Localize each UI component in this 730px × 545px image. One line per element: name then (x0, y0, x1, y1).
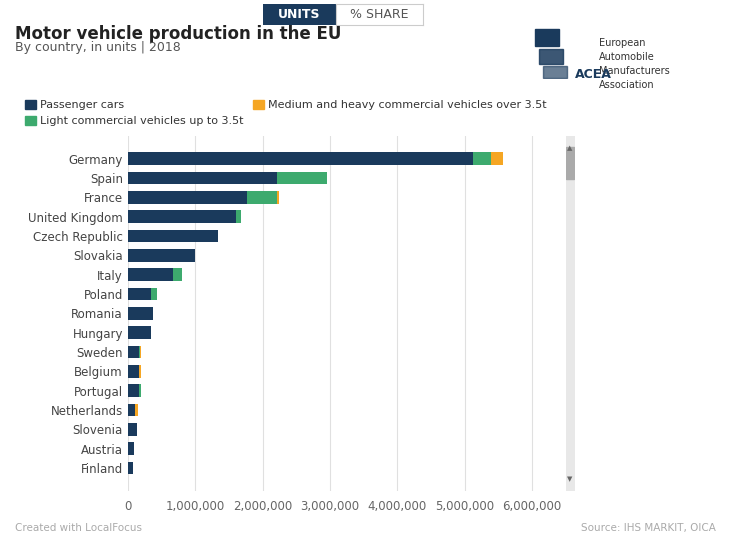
Bar (535, 29, 559, 46)
Text: ACEA: ACEA (575, 68, 612, 81)
Bar (128, 404, 136, 416)
Text: Source: IHS MARKIT, OICA: Source: IHS MARKIT, OICA (580, 523, 715, 533)
Bar (140, 346, 142, 359)
Bar (128, 462, 133, 474)
Bar (473, 153, 491, 165)
Bar (543, 66, 567, 78)
Bar (151, 288, 158, 300)
Bar (247, 191, 277, 204)
Legend: Passenger cars, Light commercial vehicles up to 3.5t, Medium and heavy commercia: Passenger cars, Light commercial vehicle… (20, 95, 551, 131)
Bar (128, 172, 277, 184)
Bar (277, 172, 327, 184)
Bar (128, 268, 173, 281)
Bar (139, 346, 140, 359)
Bar (139, 384, 141, 397)
Bar (128, 326, 150, 339)
Bar (128, 230, 218, 243)
Text: UNITS: UNITS (278, 8, 320, 21)
Bar (277, 191, 279, 204)
Bar (128, 153, 473, 165)
Text: European
Automobile
Manufacturers
Association: European Automobile Manufacturers Associ… (599, 38, 669, 90)
Text: ▼: ▼ (567, 476, 573, 482)
Text: Created with LocalFocus: Created with LocalFocus (15, 523, 142, 533)
Bar (539, 49, 563, 64)
Bar (128, 288, 151, 300)
Bar (128, 423, 137, 435)
Bar (128, 443, 134, 455)
Text: % SHARE: % SHARE (350, 8, 409, 21)
Bar (491, 153, 503, 165)
Bar (128, 249, 195, 262)
Bar (128, 191, 247, 204)
Text: By country, in units | 2018: By country, in units | 2018 (15, 41, 180, 54)
Bar (566, 147, 574, 179)
Bar (173, 268, 182, 281)
Bar (128, 384, 139, 397)
Bar (236, 210, 241, 223)
Bar (128, 346, 139, 359)
Bar (128, 365, 139, 378)
Bar (136, 404, 138, 416)
Bar (139, 365, 141, 378)
Bar (128, 307, 153, 320)
Text: ▲: ▲ (567, 145, 573, 151)
Bar (128, 210, 236, 223)
Text: Motor vehicle production in the EU: Motor vehicle production in the EU (15, 25, 341, 43)
